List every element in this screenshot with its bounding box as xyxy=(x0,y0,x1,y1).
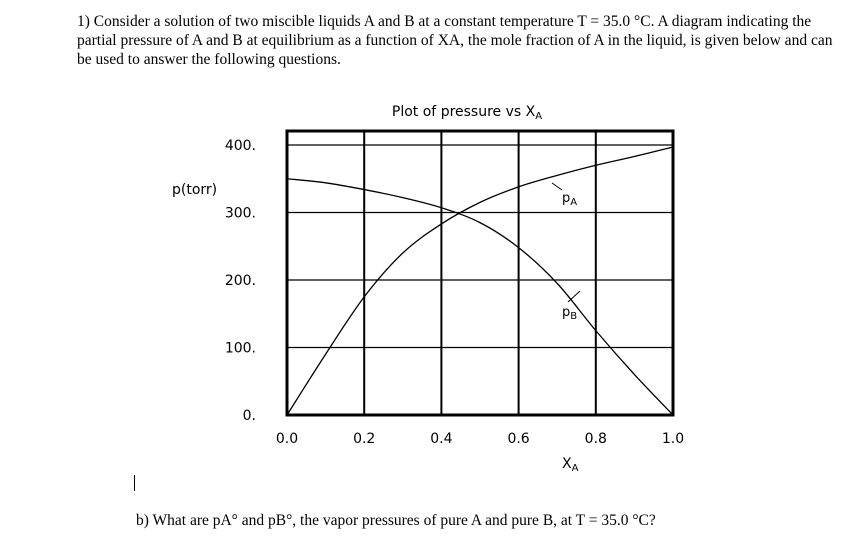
y-tick-label: 300. xyxy=(225,206,256,222)
x-tick-label: 0.6 xyxy=(507,431,529,447)
annotation-leader xyxy=(551,182,563,191)
text-cursor xyxy=(134,475,135,491)
chart-title: Plot of pressure vs XA xyxy=(392,104,542,122)
part-b-question: b) What are pA° and pB°, the vapor press… xyxy=(136,512,656,529)
curve-annotation: pB xyxy=(562,305,577,322)
x-tick-label: 0.4 xyxy=(430,431,452,447)
y-axis-label: p(torr) xyxy=(172,182,217,198)
annotation-leader xyxy=(567,290,581,303)
y-tick-label: 100. xyxy=(225,341,256,357)
y-tick-label: 400. xyxy=(225,138,256,154)
series-line-pA xyxy=(286,146,674,416)
series-line-pB xyxy=(286,178,674,416)
y-tick-label: 200. xyxy=(225,273,256,289)
curve-annotation: pA xyxy=(562,191,577,208)
x-tick-label: 1.0 xyxy=(662,431,684,447)
x-tick-label: 0.0 xyxy=(276,431,298,447)
x-tick-label: 0.2 xyxy=(353,431,375,447)
question-text: 1) Consider a solution of two miscible l… xyxy=(77,13,833,68)
x-axis-label: XA xyxy=(562,456,579,474)
x-tick-label: 0.8 xyxy=(585,431,607,447)
plot-frame xyxy=(285,129,675,417)
y-tick-label: 0. xyxy=(243,408,256,424)
